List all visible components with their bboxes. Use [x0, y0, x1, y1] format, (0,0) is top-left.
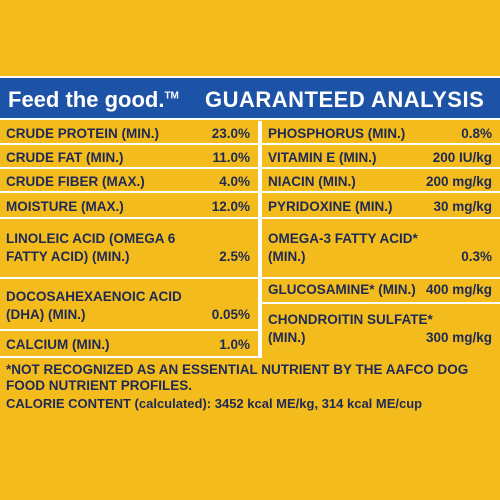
right-column: PHOSPHORUS (MIN.) 0.8% VITAMIN E (MIN.) …	[262, 121, 500, 358]
nutrient-row: GLUCOSAMINE* (MIN.) 400 mg/kg	[262, 279, 500, 304]
nutrient-value: 2.5%	[219, 249, 250, 264]
nutrient-row: PHOSPHORUS (MIN.) 0.8%	[262, 121, 500, 145]
nutrient-label: PYRIDOXINE (MIN.)	[268, 199, 393, 214]
nutrient-value: 0.3%	[461, 249, 492, 264]
nutrient-label-line-1: LINOLEIC ACID (OMEGA 6	[6, 231, 176, 246]
nutrient-row: VITAMIN E (MIN.) 200 IU/kg	[262, 145, 500, 169]
nutrient-row: CHONDROITIN SULFATE* (MIN.) 300 mg/kg	[262, 304, 500, 358]
footnote-line-1: *NOT RECOGNIZED AS AN ESSENTIAL NUTRIENT…	[6, 362, 469, 377]
nutrient-label-line-2: (MIN.)	[268, 330, 306, 345]
nutrient-value: 23.0%	[211, 126, 250, 141]
nutrient-row: PYRIDOXINE (MIN.) 30 mg/kg	[262, 193, 500, 219]
nutrient-value: 1.0%	[219, 337, 250, 352]
nutrient-label-line-1: DOCOSAHEXAENOIC ACID	[6, 289, 182, 304]
nutrient-row: CALCIUM (MIN.) 1.0%	[0, 331, 258, 358]
calorie-content: CALORIE CONTENT (calculated): 3452 kcal …	[6, 396, 423, 411]
nutrient-label-line-1: OMEGA-3 FATTY ACID*	[268, 231, 418, 246]
nutrient-value: 0.8%	[461, 126, 492, 141]
analysis-title: GUARANTEED ANALYSIS	[205, 87, 485, 112]
analysis-table: CRUDE PROTEIN (MIN.) 23.0% CRUDE FAT (MI…	[0, 121, 500, 358]
nutrient-row: OMEGA-3 FATTY ACID* (MIN.) 0.3%	[262, 219, 500, 279]
nutrient-row: DOCOSAHEXAENOIC ACID (DHA) (MIN.) 0.05%	[0, 279, 258, 331]
nutrient-label: CRUDE PROTEIN (MIN.)	[6, 126, 159, 141]
column-divider	[258, 121, 262, 358]
nutrient-value: 4.0%	[219, 174, 250, 189]
nutrient-value: 11.0%	[212, 150, 250, 165]
left-column: CRUDE PROTEIN (MIN.) 23.0% CRUDE FAT (MI…	[0, 121, 258, 358]
nutrient-label: MOISTURE (MAX.)	[6, 199, 124, 214]
nutrient-value: 30 mg/kg	[433, 199, 492, 214]
nutrient-row: MOISTURE (MAX.) 12.0%	[0, 193, 258, 219]
nutrient-value: 0.05%	[211, 307, 250, 322]
nutrient-label: CALCIUM (MIN.)	[6, 337, 110, 352]
nutrient-label: CRUDE FIBER (MAX.)	[6, 174, 145, 189]
footnote-line-2: FOOD NUTRIENT PROFILES.	[6, 378, 193, 393]
footnote: *NOT RECOGNIZED AS AN ESSENTIAL NUTRIENT…	[6, 362, 496, 412]
slogan: Feed the good.TM	[8, 87, 179, 112]
nutrient-row: CRUDE PROTEIN (MIN.) 23.0%	[0, 121, 258, 145]
nutrient-row: CRUDE FIBER (MAX.) 4.0%	[0, 169, 258, 193]
nutrient-label: VITAMIN E (MIN.)	[268, 150, 377, 165]
nutrient-value: 400 mg/kg	[425, 282, 492, 297]
nutrient-label: NIACIN (MIN.)	[268, 174, 356, 189]
nutrient-value: 200 IU/kg	[432, 150, 492, 165]
header-banner: Feed the good.TM GUARANTEED ANALYSIS	[0, 76, 500, 120]
nutrient-value: 12.0%	[211, 199, 250, 214]
nutrient-label-line-1: CHONDROITIN SULFATE*	[268, 312, 433, 327]
nutrient-label-line-2: FATTY ACID) (MIN.)	[6, 249, 130, 264]
nutrient-label: PHOSPHORUS (MIN.)	[268, 126, 406, 141]
nutrient-row: CRUDE FAT (MIN.) 11.0%	[0, 145, 258, 169]
nutrient-label-line-2: (MIN.)	[268, 249, 306, 264]
nutrient-label-line-2: (DHA) (MIN.)	[6, 307, 86, 322]
nutrient-value: 200 mg/kg	[425, 174, 492, 189]
nutrient-label: CRUDE FAT (MIN.)	[6, 150, 124, 165]
nutrient-value: 300 mg/kg	[425, 330, 492, 345]
nutrient-row: NIACIN (MIN.) 200 mg/kg	[262, 169, 500, 193]
trademark-mark: TM	[164, 90, 179, 102]
nutrient-label: GLUCOSAMINE* (MIN.)	[268, 282, 416, 297]
nutrient-row: LINOLEIC ACID (OMEGA 6 FATTY ACID) (MIN.…	[0, 219, 258, 279]
